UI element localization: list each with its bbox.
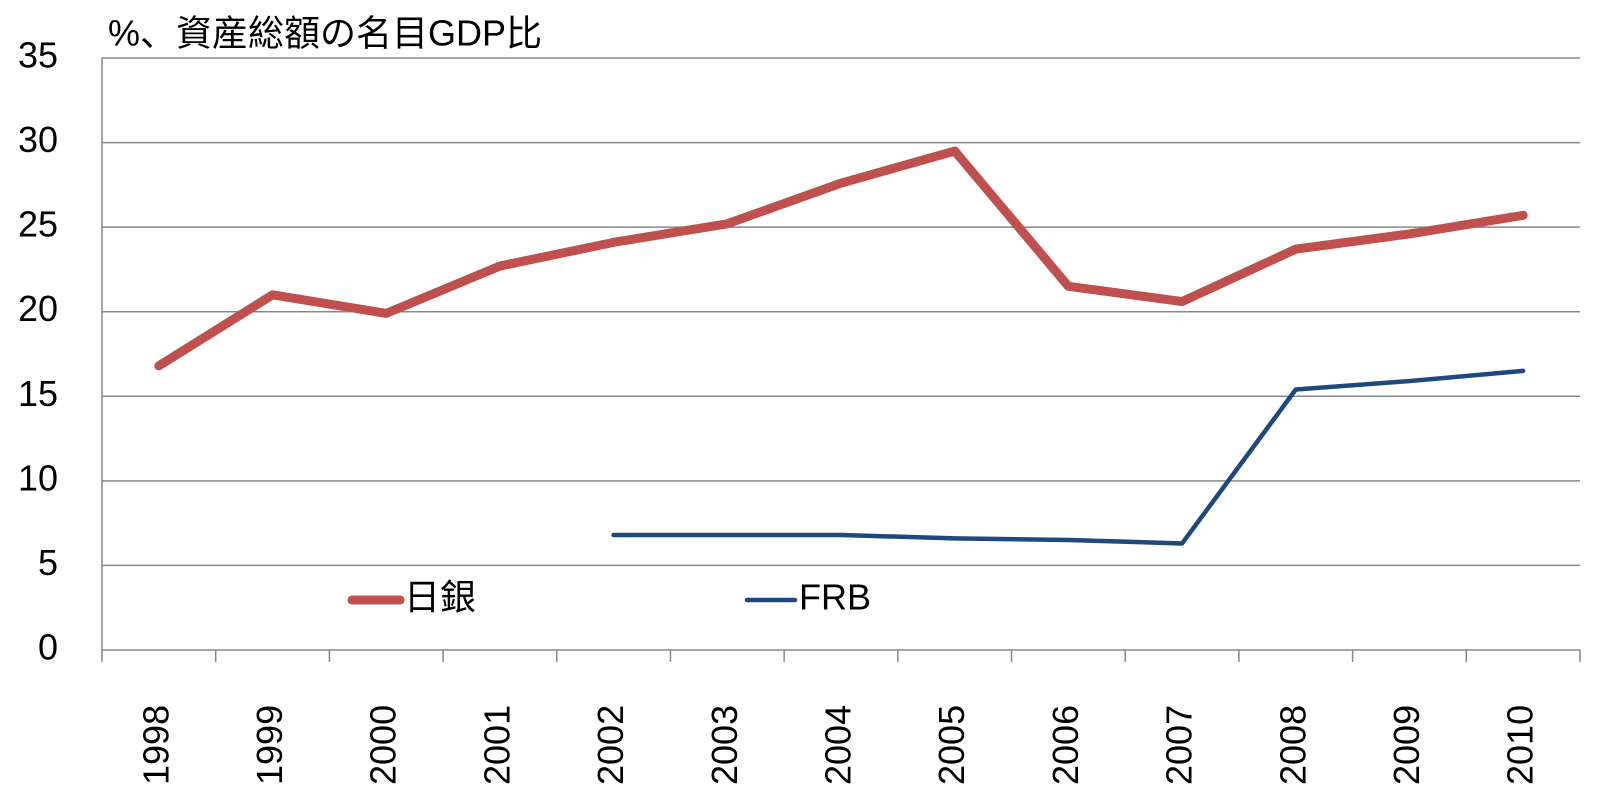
y-tick-label: 10	[18, 457, 58, 498]
chart-title: %、資産総額の名目GDP比	[108, 13, 542, 54]
y-tick-label: 35	[18, 35, 58, 76]
series-line	[154, 146, 1528, 371]
x-tick-label: 2009	[1386, 705, 1427, 785]
x-tick-label: 2004	[818, 705, 859, 785]
legend-label: 日銀	[404, 577, 476, 618]
y-tick-label: 30	[18, 119, 58, 160]
x-tick-label: 2001	[476, 705, 517, 785]
x-tick-label: 2010	[1500, 705, 1541, 785]
x-tick-label: 2000	[363, 705, 404, 785]
x-tick-label: 2003	[704, 705, 745, 785]
legend-label: FRB	[799, 577, 871, 618]
y-tick-label: 20	[18, 288, 58, 329]
series-line	[611, 368, 1526, 546]
y-tick-label: 15	[18, 373, 58, 414]
x-tick-label: 2002	[590, 705, 631, 785]
y-tick-label: 5	[38, 542, 58, 583]
x-tick-label: 2005	[931, 705, 972, 785]
x-tick-label: 1999	[249, 705, 290, 785]
y-tick-label: 0	[38, 627, 58, 668]
x-tick-label: 2007	[1159, 705, 1200, 785]
x-tick-label: 1998	[135, 705, 176, 785]
y-tick-label: 25	[18, 204, 58, 245]
x-tick-label: 2006	[1045, 705, 1086, 785]
x-tick-label: 2008	[1272, 705, 1313, 785]
